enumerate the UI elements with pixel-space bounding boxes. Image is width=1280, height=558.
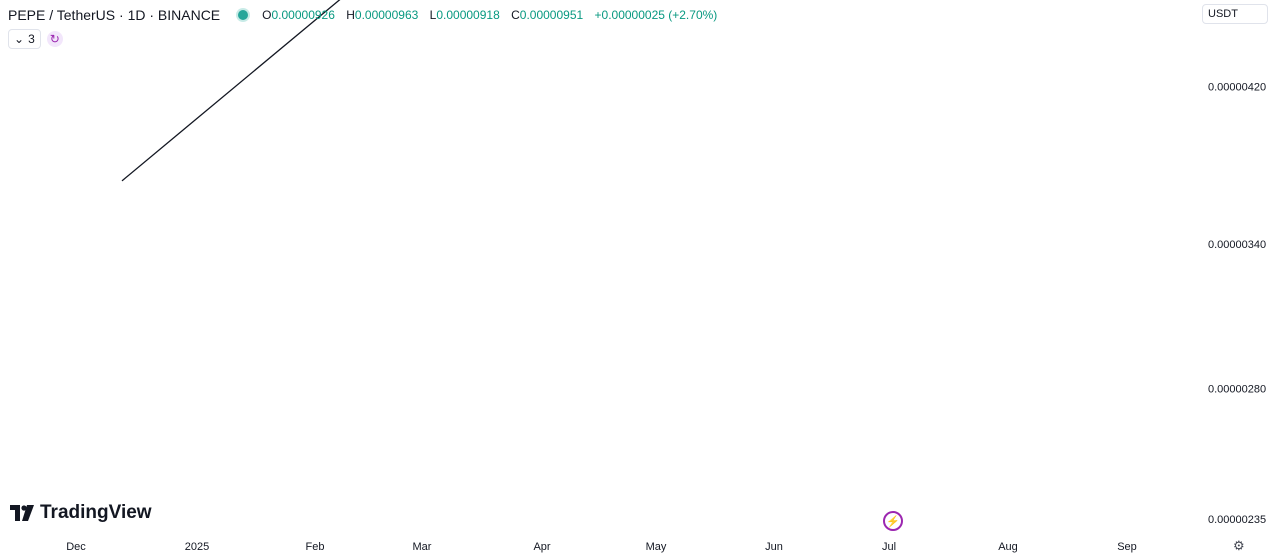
- time-tick-label: Feb: [306, 541, 325, 553]
- time-tick-label: Apr: [533, 541, 550, 553]
- high-label: H: [346, 8, 355, 22]
- price-tick-label: 0.00000235: [1208, 514, 1266, 526]
- time-tick-label: Mar: [413, 541, 432, 553]
- settings-gear-icon[interactable]: ⚙: [1233, 538, 1245, 553]
- market-status-dot: [238, 10, 249, 20]
- close-value: 0.00000951: [519, 8, 584, 22]
- tradingview-logo[interactable]: TradingView: [10, 502, 152, 524]
- trendline-lower: [121, 0, 341, 182]
- low-value: 0.00000918: [436, 8, 500, 22]
- symbol-title[interactable]: PEPE / TetherUS · 1D · BINANCE: [8, 7, 221, 23]
- time-axis[interactable]: Dec 2025 Feb Mar Apr May Jun Jul Aug Sep: [66, 541, 1137, 553]
- price-tick-label: 0.00000340: [1208, 239, 1266, 251]
- time-tick-label: Sep: [1117, 541, 1137, 553]
- time-tick-label: Dec: [66, 541, 86, 553]
- currency-label: USDT: [1208, 8, 1238, 20]
- close-label: C: [511, 8, 520, 22]
- time-tick-label: Jun: [765, 541, 783, 553]
- chevron-down-icon: ⌄: [14, 32, 25, 46]
- low-label: L: [429, 8, 437, 22]
- high-value: 0.00000963: [354, 8, 419, 22]
- refresh-icon[interactable]: ↻: [46, 31, 63, 47]
- open-label: O: [262, 8, 272, 22]
- price-tick-label: 0.00000280: [1208, 383, 1266, 395]
- time-tick-label: Aug: [998, 541, 1018, 553]
- flash-icon[interactable]: ⚡: [883, 511, 903, 531]
- indicator-bar: ⌄ 3 ↻: [8, 29, 63, 49]
- change-value: +0.00000025 (+2.70%): [594, 8, 718, 22]
- symbol-header: PEPE / TetherUS · 1D · BINANCE O0.000009…: [8, 6, 717, 24]
- price-tick-label: 0.00000420: [1208, 81, 1266, 93]
- ohlc-values: O0.00000926 H0.00000963 L0.00000918 C0.0…: [262, 8, 717, 22]
- time-tick-label: Jul: [882, 541, 896, 553]
- logo-text: TradingView: [40, 502, 152, 523]
- indicators-toggle[interactable]: ⌄ 3: [8, 29, 41, 49]
- trendlines[interactable]: [103, 0, 1130, 182]
- currency-button[interactable]: USDT: [1202, 4, 1268, 24]
- indicator-count: 3: [28, 32, 35, 46]
- price-axis[interactable]: 0.000045000.000035000.000029000.00002300…: [1208, 0, 1266, 526]
- time-tick-label: 2025: [185, 541, 209, 553]
- open-value: 0.00000926: [271, 8, 335, 22]
- tradingview-logo-icon: [10, 505, 34, 521]
- time-tick-label: May: [646, 541, 667, 553]
